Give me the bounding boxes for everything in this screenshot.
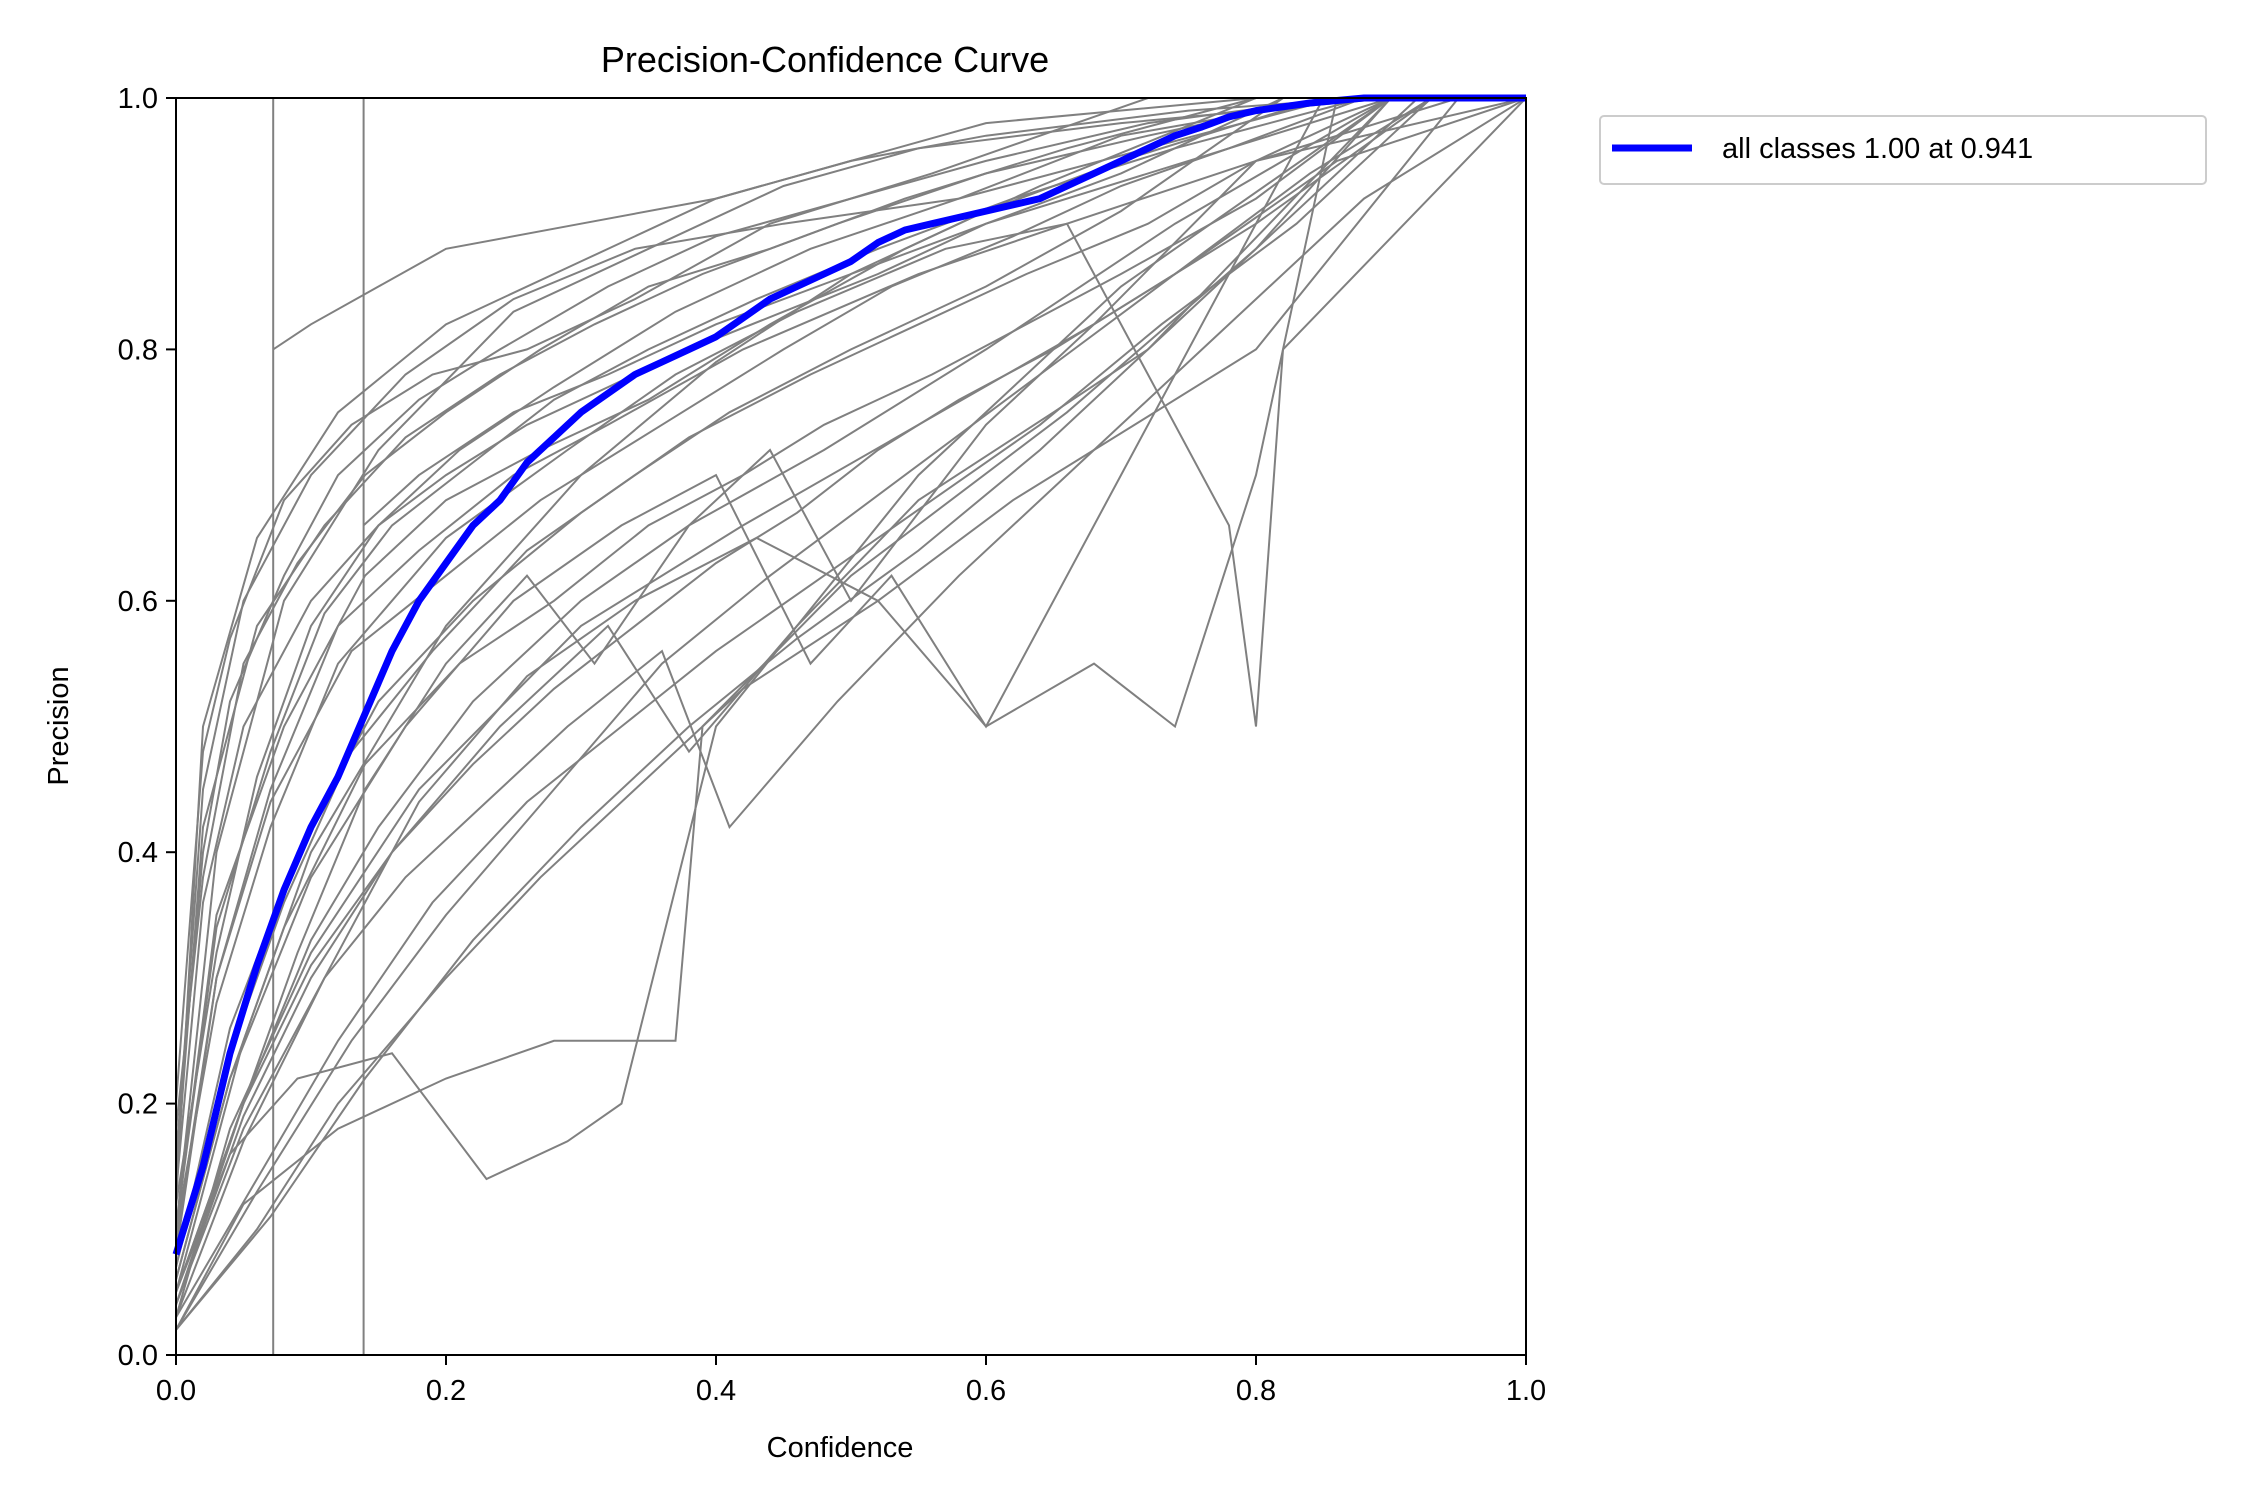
- legend-label-all-classes: all classes 1.00 at 0.941: [1722, 133, 2033, 165]
- class-curve-17: [175, 97, 1526, 1129]
- chart-title: Precision-Confidence Curve: [601, 39, 1049, 80]
- x-tick-label: 0.2: [426, 1375, 466, 1407]
- legend: all classes 1.00 at 0.941: [1599, 115, 2207, 185]
- x-axis: 0.0 0.2 0.4 0.6 0.8 1.0: [156, 1355, 1546, 1407]
- y-axis: 0.0 0.2 0.4 0.6 0.8 1.0: [118, 83, 176, 1372]
- class-curve-32: [175, 97, 1527, 1293]
- y-tick-label: 0.2: [118, 1089, 158, 1121]
- y-axis-label: Precision: [43, 666, 75, 785]
- x-tick-label: 0.4: [696, 1375, 736, 1407]
- class-curve-26: [175, 97, 1527, 1306]
- class-curve-20: [175, 97, 1526, 1205]
- per-class-curves: [175, 97, 1527, 1356]
- class-curve-11: [175, 97, 1526, 1331]
- class-curve-14: [175, 97, 1526, 1318]
- class-curve-28: [175, 97, 1526, 1318]
- class-curve-27: [175, 97, 1526, 1154]
- class-curve-13: [175, 97, 1526, 1280]
- x-tick-label: 0.6: [966, 1375, 1006, 1407]
- class-curve-3: [175, 97, 1526, 1318]
- class-curve-6: [175, 97, 1526, 1293]
- y-tick-label: 0.4: [118, 837, 158, 869]
- class-curve-8: [175, 97, 1526, 1167]
- class-curve-16: [175, 97, 1526, 1331]
- class-curve-23: [175, 97, 1527, 1293]
- y-tick-label: 0.0: [118, 1340, 158, 1372]
- all-classes-curve: [172, 94, 1526, 1256]
- x-tick-label: 0.0: [156, 1375, 196, 1407]
- class-curve-24: [175, 97, 1526, 1280]
- x-tick-label: 0.8: [1236, 1375, 1276, 1407]
- plot-area: [172, 94, 1527, 1356]
- class-curve-9: [175, 97, 1526, 1306]
- y-tick-label: 1.0: [118, 83, 158, 115]
- class-curve-1: [175, 97, 1526, 1293]
- y-tick-label: 0.8: [118, 334, 158, 366]
- axes-frame: [175, 97, 1527, 1356]
- all-classes-series: [172, 94, 1526, 1256]
- x-axis-label: Confidence: [767, 1432, 914, 1464]
- class-curve-22: [175, 97, 1526, 1180]
- class-curve-15: [175, 97, 1527, 1230]
- x-tick-label: 1.0: [1506, 1375, 1546, 1407]
- class-curve-31: [175, 97, 1526, 1192]
- class-curve-21: [175, 97, 1526, 1331]
- y-tick-label: 0.6: [118, 586, 158, 618]
- legend-box: [1599, 115, 2207, 185]
- class-curve-30: [175, 97, 1526, 1230]
